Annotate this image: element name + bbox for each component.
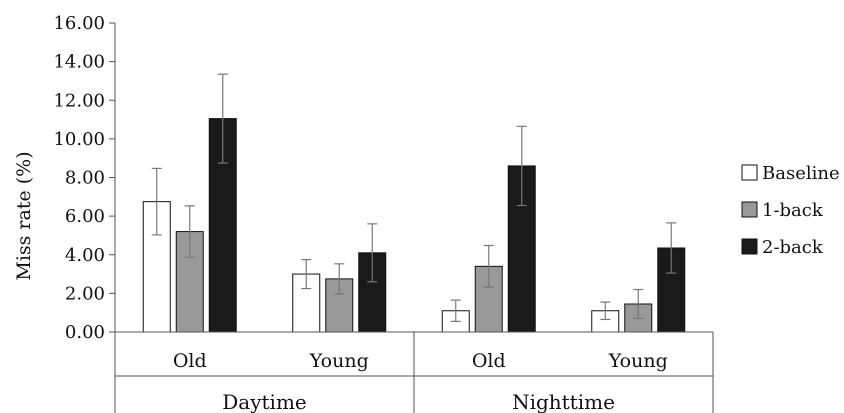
legend-swatch-2-back — [741, 238, 758, 255]
legend-label: 2-back — [762, 237, 824, 258]
y-tick-label: 16.00 — [53, 13, 105, 34]
bars-layer — [142, 118, 686, 333]
y-tick-label: 2.00 — [65, 283, 105, 304]
group-label: Daytime — [222, 390, 307, 413]
legend-label: 1-back — [762, 200, 824, 221]
y-tick-label: 12.00 — [53, 90, 105, 111]
error-bars-layer — [151, 73, 677, 322]
y-tick-label: 14.00 — [53, 52, 105, 73]
y-tick-label: 8.00 — [65, 168, 105, 189]
category-label: Young — [309, 350, 369, 372]
category-label: Young — [608, 350, 668, 372]
category-label: Old — [472, 350, 506, 372]
legend-label: Baseline — [762, 163, 840, 184]
group-label: Nighttime — [512, 390, 615, 413]
category-label: Old — [173, 350, 207, 372]
y-tick-label: 0.00 — [65, 322, 105, 343]
y-tick-label: 6.00 — [65, 206, 105, 227]
y-tick-label: 10.00 — [53, 129, 105, 150]
y-axis: 0.00 2.00 4.00 6.00 8.00 10.00 12.00 14.00 16.00 — [53, 13, 116, 343]
y-tick-label: 4.00 — [65, 245, 105, 266]
y-axis-label: Miss rate (%) — [13, 151, 35, 280]
legend: Baseline 1-back 2-back — [741, 163, 840, 258]
legend-swatch-baseline — [741, 164, 758, 181]
legend-swatch-1-back — [741, 201, 758, 218]
